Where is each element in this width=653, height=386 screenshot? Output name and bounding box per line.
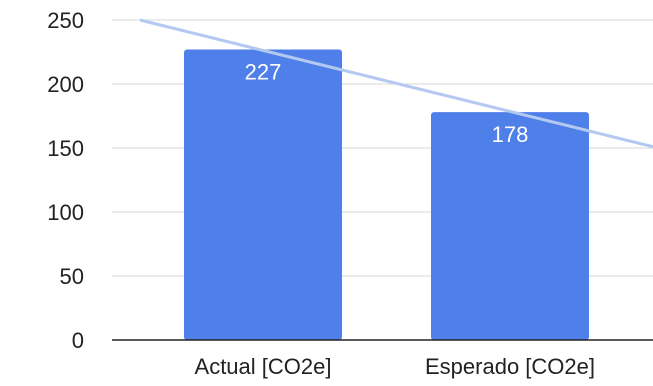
bars (184, 49, 589, 340)
y-tick-label: 150 (47, 136, 84, 161)
y-tick-label: 0 (72, 328, 84, 353)
bar-data-label: 227 (245, 59, 282, 84)
y-tick-label: 200 (47, 72, 84, 97)
x-category-label: Actual [CO2e] (195, 354, 332, 379)
y-tick-label: 50 (60, 264, 84, 289)
bar (184, 49, 342, 340)
bar (431, 112, 589, 340)
x-axis-category-labels: Actual [CO2e] Esperado [CO2e] (195, 354, 595, 379)
bar-data-label: 178 (492, 122, 529, 147)
y-tick-label: 100 (47, 200, 84, 225)
bar-data-labels: 227 178 (245, 59, 529, 147)
y-tick-label: 250 (47, 8, 84, 33)
x-category-label: Esperado [CO2e] (425, 354, 595, 379)
y-axis-tick-labels: 0 50 100 150 200 250 (47, 8, 84, 353)
trend-line-group (139, 18, 653, 149)
trend-line (139, 18, 653, 149)
